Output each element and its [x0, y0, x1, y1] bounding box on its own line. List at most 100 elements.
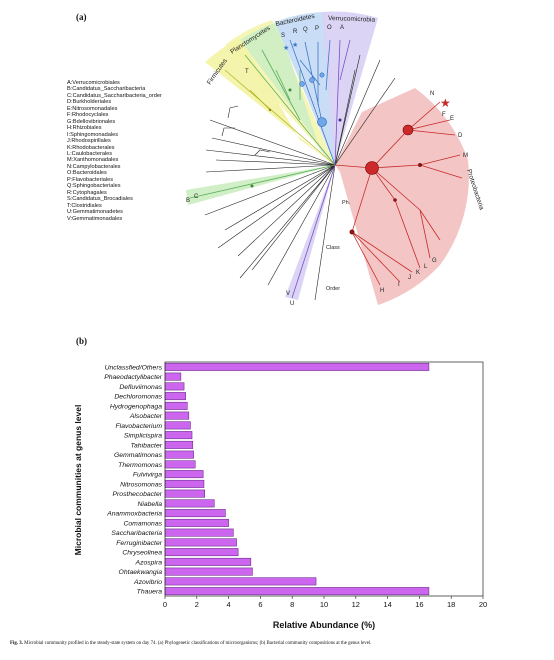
tip-letter-e: E — [450, 116, 454, 122]
level-label-order: Order — [326, 286, 340, 292]
black-branches — [204, 54, 396, 301]
tip-letter-m: M — [463, 153, 468, 159]
axis-frame — [164, 361, 484, 597]
bar — [164, 538, 237, 547]
bar — [164, 567, 253, 576]
panel-a-label: (a) — [76, 12, 87, 22]
svg-text:★: ★ — [292, 41, 298, 49]
bar — [164, 401, 188, 410]
bar — [164, 528, 234, 537]
category-label: Nitrosomonas — [120, 481, 163, 488]
saccharibacteria-sector — [186, 165, 335, 205]
verrucomicrobia-branch — [291, 39, 351, 299]
bar — [164, 450, 194, 459]
tip-letter-o: O — [327, 25, 332, 31]
category-label: Ohtaekwangia — [119, 569, 163, 576]
x-tick-label: 18 — [447, 600, 455, 609]
level-label-class: Class — [326, 245, 340, 251]
x-tick-label: 12 — [352, 600, 360, 609]
bar — [164, 372, 182, 381]
x-tick-label: 20 — [479, 600, 487, 609]
tip-letter-k: K — [416, 270, 420, 276]
legend-item: V:Gemmatimonadales — [67, 215, 123, 222]
bar — [164, 460, 196, 469]
category-label: Chryseolinea — [122, 550, 162, 557]
category-label: Prosthecobacter — [113, 491, 163, 498]
legend-item: S:Candidatus_Brocadiales — [67, 196, 133, 203]
tip-letter-i: I — [398, 282, 400, 288]
category-label: Fulvivirga — [133, 472, 162, 479]
bar — [164, 431, 193, 440]
legend-item: L:Caulobacterales — [67, 150, 113, 157]
tree-nodes — [250, 72, 422, 235]
firmicutes-sector-real — [205, 38, 335, 165]
legend-item: H:Rhizobiales — [67, 125, 102, 132]
bar — [164, 440, 194, 449]
bacteroidetes-branch — [289, 39, 336, 166]
svg-text:★: ★ — [283, 44, 289, 52]
category-label: Azospira — [135, 559, 163, 566]
x-tick-label: 0 — [163, 600, 167, 609]
bar — [164, 518, 229, 527]
tip-letter-q: Q — [303, 27, 308, 33]
x-tick-label: 4 — [227, 600, 231, 609]
category-label: Anammoxbacteria — [106, 511, 162, 518]
bar — [164, 470, 204, 479]
category-label: Tahibacter — [131, 442, 163, 449]
phylogenetic-tree: ★ ★ ★ Firmicutes Planctomycetes Bacteroi… — [186, 11, 485, 307]
category-label: Defluviimonas — [119, 384, 162, 391]
tip-letter-p: P — [315, 26, 319, 32]
tip-letter-d: D — [458, 133, 463, 139]
bar — [164, 382, 185, 391]
legend-item: F:Rhodocyclales — [67, 112, 109, 119]
bar — [164, 509, 226, 518]
legend-item: Q:Sphingobacteriales — [67, 183, 121, 190]
category-label: Azovibrio — [133, 579, 162, 586]
genus-abundance-bar-chart: Unclassfied/Others Phaeodactylibacter Defl… — [73, 361, 487, 630]
bar — [164, 392, 186, 401]
caption-label: Fig. 3. — [10, 641, 23, 646]
level-label-phylum: Ph. — [342, 200, 351, 206]
legend-item: C:Candidatus_Saccharibacteria_order — [67, 92, 162, 99]
caption-text: Microbial community profiled in the stea… — [24, 641, 372, 646]
tip-letter-j: J — [408, 275, 411, 281]
tip-letter-r: R — [293, 29, 298, 35]
tip-letter-g: G — [432, 258, 437, 264]
bar — [164, 548, 239, 557]
verrucomicrobia-sector — [322, 11, 378, 165]
bar — [164, 587, 430, 596]
y-axis-label: Microbial communities at genus level — [73, 405, 83, 556]
tip-letter-v: V — [286, 291, 290, 297]
tip-letter-c: C — [194, 194, 199, 200]
category-label: Gemmatimonas — [114, 452, 163, 459]
legend-item: E:Nitrosomonadales — [67, 105, 118, 112]
category-label: Dechloromonas — [114, 394, 162, 401]
legend-item: U:Gemmatimonadetes — [67, 209, 123, 216]
legend-item: A:Verrucomicrobiales — [67, 80, 120, 86]
tip-letter-n: N — [430, 91, 434, 97]
category-label: Thermomonas — [118, 462, 162, 469]
bar — [164, 411, 190, 420]
bacteroidetes-sector — [275, 12, 335, 165]
gemmatimonadetes-sector — [285, 165, 335, 300]
phylum-label-verrucomicrobia: Verrucomicrobia — [328, 15, 376, 24]
category-label: Saccharibacteria — [111, 530, 162, 537]
bar — [164, 362, 430, 371]
star-markers: ★ ★ ★ — [283, 41, 451, 110]
legend-item: J:Rhodospirillales — [67, 138, 111, 145]
legend-item: G:Bdellovibrionales — [67, 118, 116, 125]
bar — [164, 421, 191, 430]
x-tick-label: 14 — [383, 600, 391, 609]
tip-letter-b: B — [186, 198, 190, 204]
bar — [164, 557, 252, 566]
category-label: Niabella — [137, 501, 162, 508]
x-tick-label: 10 — [320, 600, 328, 609]
figure-caption: Fig. 3. Microbial community profiled in … — [10, 641, 550, 646]
firmicutes-branch — [224, 69, 336, 166]
bar — [164, 479, 205, 488]
category-label: Flavobacterium — [116, 423, 163, 430]
bar — [164, 489, 205, 498]
legend-item: D:Burkholderiales — [67, 99, 112, 106]
legend-item: M:Xanthomonadales — [67, 157, 119, 164]
legend-item: K:Rhodobacterales — [67, 144, 115, 151]
